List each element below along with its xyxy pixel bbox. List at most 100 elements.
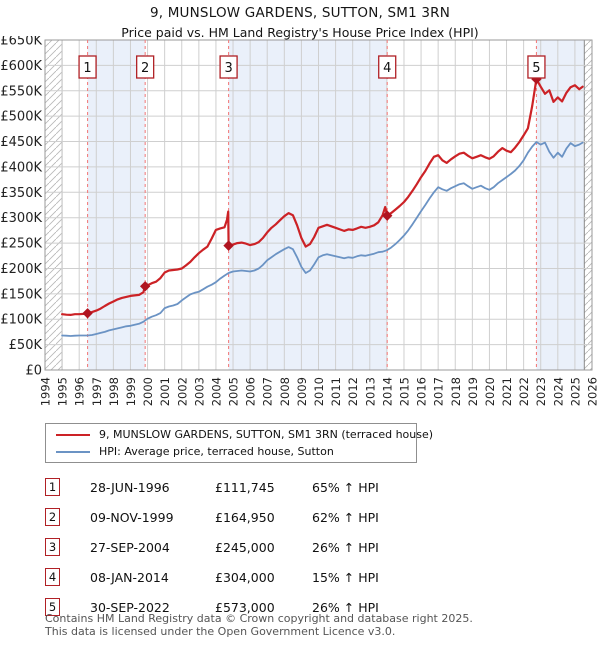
legend-item-1: HPI: Average price, terraced house, Sutt… [56, 445, 408, 458]
sale-date: 28-JUN-1996 [90, 480, 170, 495]
sale-number-badge: 3 [45, 538, 60, 556]
x-axis-tick-label: 2016 [415, 377, 429, 406]
sale-point-marker [82, 308, 93, 319]
sale-number-box [78, 55, 97, 79]
plot-border [44, 39, 593, 371]
page-title: 9, MUNSLOW GARDENS, SUTTON, SM1 3RN [149, 5, 451, 21]
no-data-hatch [45, 40, 63, 370]
sale-vs-hpi: 65% ↑ HPI [312, 480, 379, 495]
sale-row-2: 2 09-NOV-1999 £164,950 62% ↑ HPI [45, 508, 565, 530]
y-axis-tick-label: £100K [0, 313, 42, 328]
x-axis-tick-label: 2011 [329, 377, 343, 406]
y-axis-tick-label: £650K [0, 36, 42, 49]
x-axis-tick-label: 1994 [39, 377, 53, 406]
ownership-band [228, 40, 388, 370]
x-axis-tick-label: 2010 [312, 377, 326, 406]
license-footer: Contains HM Land Registry data © Crown c… [45, 612, 473, 638]
sale-point-marker [223, 240, 234, 251]
legend-line-swatch [56, 450, 90, 453]
x-axis-tick-label: 2012 [346, 377, 360, 406]
sale-row-4: 4 08-JAN-2014 £304,000 15% ↑ HPI [45, 568, 565, 590]
page-subtitle: Price paid vs. HM Land Registry's House … [121, 25, 479, 40]
x-axis-tick-label: 1997 [90, 377, 104, 406]
y-axis-tick-label: £350K [0, 186, 42, 201]
sale-vs-hpi: 62% ↑ HPI [312, 510, 379, 525]
x-axis-tick-label: 2013 [363, 377, 377, 406]
sale-date: 30-SEP-2022 [90, 600, 170, 615]
y-axis-tick-label: £0 [25, 364, 42, 379]
sale-number-badge: 5 [45, 598, 60, 616]
x-axis-tick-label: 2018 [449, 377, 463, 406]
x-axis-tick-label: 2003 [192, 377, 206, 406]
sale-number-box-label: 2 [141, 61, 149, 76]
footer-line-2: This data is licensed under the Open Gov… [45, 625, 396, 639]
y-axis-tick-label: £450K [0, 135, 42, 150]
x-axis-tick-label: 2009 [295, 377, 309, 406]
sale-number-box-label: 5 [532, 61, 540, 76]
sale-price: £164,950 [215, 510, 275, 525]
legend-label: HPI: Average price, terraced house, Sutt… [99, 445, 334, 458]
sale-price: £111,745 [215, 480, 275, 495]
x-axis-tick-label: 2025 [568, 377, 582, 406]
legend-label: 9, MUNSLOW GARDENS, SUTTON, SM1 3RN (ter… [99, 428, 434, 441]
x-axis-tick-label: 2002 [175, 377, 189, 406]
x-axis-tick-label: 2026 [586, 377, 600, 406]
x-axis-tick-label: 1999 [124, 377, 138, 406]
sale-number-box [136, 55, 155, 79]
sale-number-box [219, 55, 238, 79]
y-axis-tick-label: £550K [0, 84, 42, 99]
sale-date: 09-NOV-1999 [90, 510, 174, 525]
sale-number-box-label: 3 [224, 61, 232, 76]
x-axis-tick-label: 2014 [380, 377, 394, 406]
sales-table: 1 28-JUN-1996 £111,745 65% ↑ HPI 2 09-NOV-199… [45, 476, 565, 626]
sale-number-badge: 4 [45, 568, 60, 586]
sale-row-3: 3 27-SEP-2004 £245,000 26% ↑ HPI [45, 538, 565, 560]
x-axis-tick-label: 2024 [551, 377, 565, 406]
sale-number-box-label: 1 [83, 61, 91, 76]
x-axis-tick-label: 2017 [432, 377, 446, 406]
x-axis-tick-label: 2022 [517, 377, 531, 406]
sale-price: £573,000 [215, 600, 275, 615]
ownership-band [87, 40, 146, 370]
x-axis-tick-label: 2004 [209, 377, 223, 406]
y-axis-tick-label: £150K [0, 287, 42, 302]
sale-price: £245,000 [215, 540, 275, 555]
x-axis-tick-label: 2006 [244, 377, 258, 406]
chart-header: 9, MUNSLOW GARDENS, SUTTON, SM1 3RN Pric… [0, 5, 600, 40]
sale-price: £304,000 [215, 570, 275, 585]
chart-legend: 9, MUNSLOW GARDENS, SUTTON, SM1 3RN (ter… [45, 423, 433, 463]
x-axis-tick-label: 2000 [141, 377, 155, 406]
no-data-hatch [584, 40, 592, 370]
x-axis-tick-label: 2005 [227, 377, 241, 406]
x-axis-tick-label: 2015 [397, 377, 411, 406]
x-axis-tick-label: 1995 [56, 377, 70, 406]
y-axis-tick-label: £500K [0, 110, 42, 125]
x-axis-tick-label: 2007 [261, 377, 275, 406]
y-axis-tick-label: £400K [0, 160, 42, 175]
sale-row-5: 5 30-SEP-2022 £573,000 26% ↑ HPI [45, 598, 565, 620]
x-axis-tick-label: 2023 [534, 377, 548, 406]
sale-point-marker [139, 281, 151, 292]
sale-vs-hpi: 26% ↑ HPI [312, 540, 379, 555]
y-axis-tick-label: £600K [0, 59, 42, 74]
x-axis-tick-label: 2019 [466, 377, 480, 406]
hpi-line [61, 141, 584, 337]
footer-line-1: Contains HM Land Registry data © Crown c… [45, 612, 473, 625]
sale-date: 27-SEP-2004 [90, 540, 170, 555]
y-axis-tick-label: £300K [0, 211, 42, 226]
x-axis-tick-label: 2001 [158, 377, 172, 406]
y-axis-tick-label: £250K [0, 237, 42, 252]
ownership-band [536, 40, 592, 370]
x-axis-tick-label: 2008 [278, 377, 292, 406]
y-axis-tick-label: £200K [0, 262, 42, 277]
sale-number-box [527, 55, 546, 79]
sale-number-box-label: 4 [383, 61, 391, 76]
x-axis-tick-label: 1998 [107, 377, 121, 406]
x-axis-tick-label: 1996 [73, 377, 87, 406]
sale-point-marker [382, 210, 393, 221]
x-axis-tick-label: 2020 [483, 377, 497, 406]
sale-number-badge: 2 [45, 508, 60, 526]
price-history-chart: 1 2 3 4 5 £0 £50K £100K £150K £200K £250K £300K £350… [0, 36, 600, 406]
y-axis-tick-label: £50K [9, 338, 43, 353]
sale-date: 08-JAN-2014 [90, 570, 169, 585]
